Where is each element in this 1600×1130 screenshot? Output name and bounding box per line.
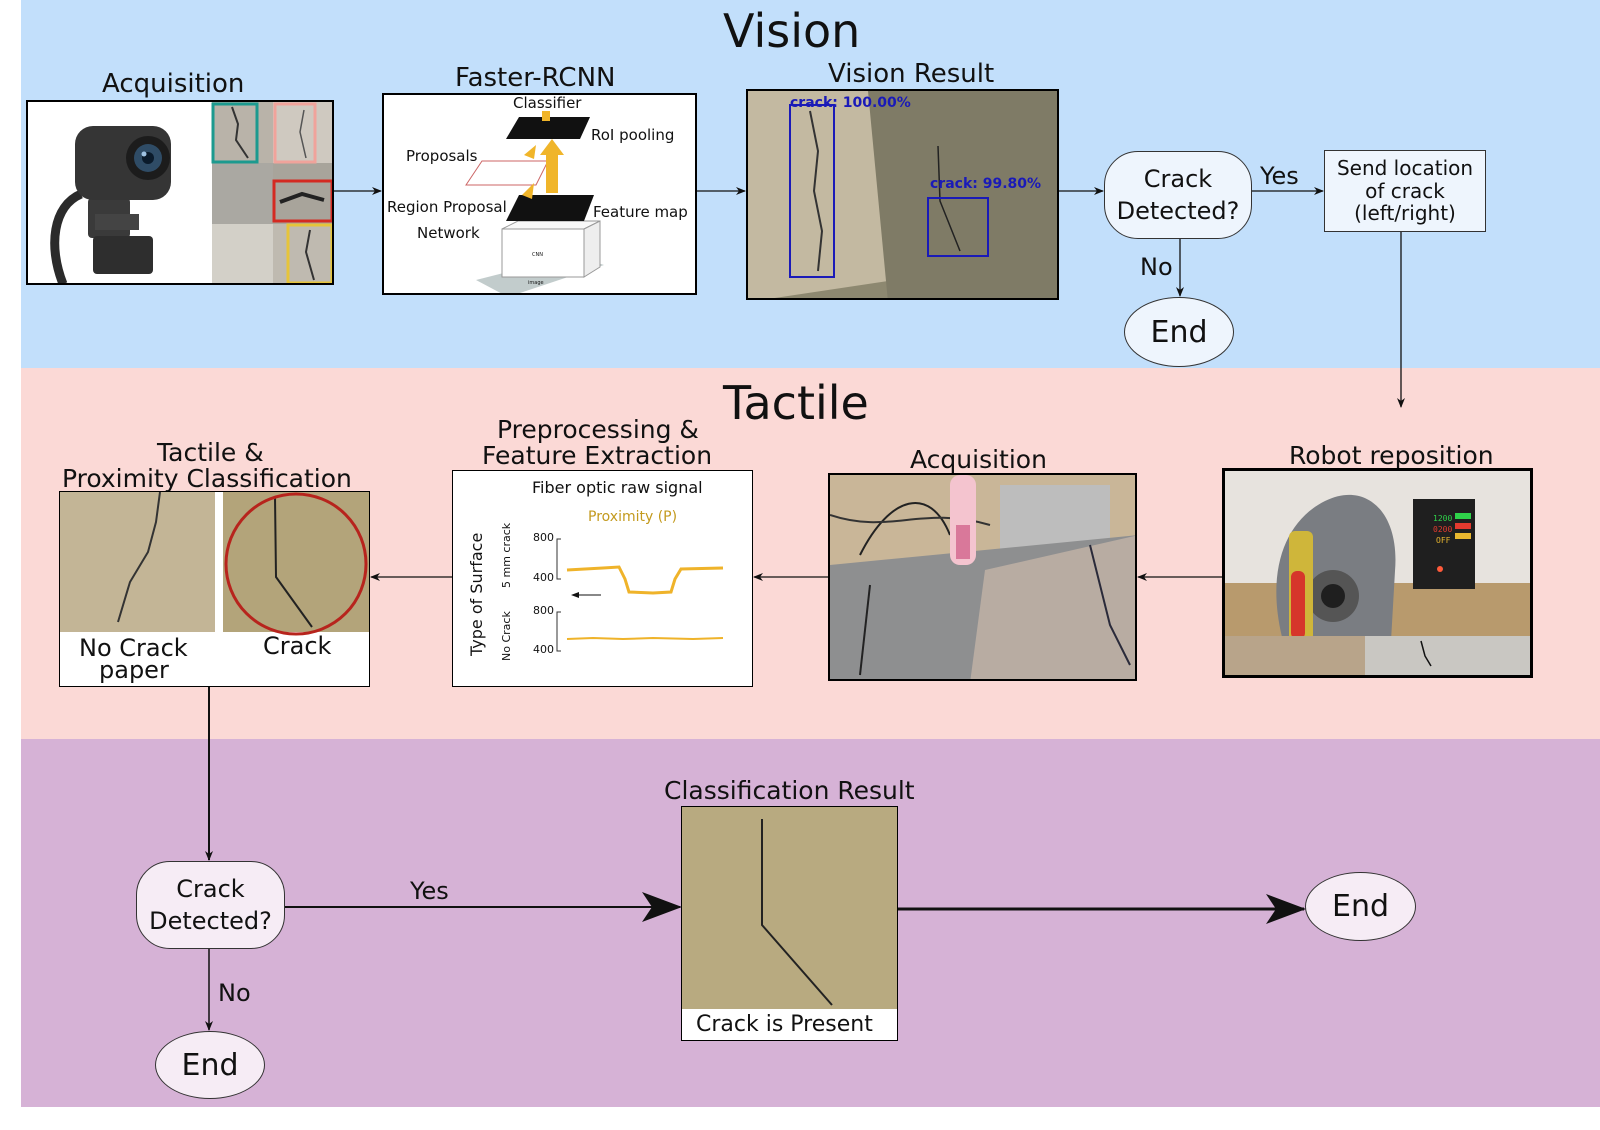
vision-decision-line2: Detected?	[1116, 197, 1240, 225]
faster-rcnn-box: Classifier RoI pooling Proposals Region …	[382, 93, 697, 295]
cnn-label: CNN	[532, 252, 543, 258]
signal-trace-crack	[566, 565, 724, 595]
vision-no-label: No	[1140, 253, 1173, 281]
tactile-no-label: No	[218, 979, 251, 1007]
classification-label-1: Tactile &	[157, 438, 264, 467]
send-line3: (left/right)	[1354, 201, 1456, 226]
vision-title: Vision	[723, 4, 861, 58]
tactile-decision-node: Crack Detected?	[136, 861, 285, 949]
plot-title: Fiber optic raw signal	[532, 478, 703, 497]
acquisition-box	[26, 100, 334, 285]
result-end-bottom: End	[155, 1031, 265, 1099]
send-line2: of crack	[1365, 178, 1445, 203]
robot-reposition-image: 1200 0200 OFF	[1222, 468, 1533, 678]
power-supply-amps: 0200	[1433, 525, 1453, 534]
signal-trace-no-crack	[566, 636, 724, 641]
tick-400-top: 400	[533, 571, 554, 584]
plot-legend: Proximity (P)	[588, 509, 678, 525]
vision-yes-label: Yes	[1260, 162, 1299, 190]
tactile-title: Tactile	[723, 376, 869, 430]
vision-result-image: crack: 100.00% crack: 99.80%	[746, 89, 1059, 300]
tick-800-bottom: 800	[533, 604, 554, 617]
vision-decision-line1: Crack	[1143, 164, 1213, 193]
preprocessing-label-2: Feature Extraction	[482, 441, 713, 470]
image-label: image	[528, 280, 544, 286]
region-proposal-network-label: Network	[417, 224, 480, 242]
no-crack-label-2: paper	[99, 656, 169, 684]
detection-label-1: crack: 100.00%	[790, 95, 911, 111]
tactile-acquisition-image	[828, 473, 1137, 681]
classification-label-2: Proximity Classification	[62, 464, 352, 493]
detection-label-2: crack: 99.80%	[930, 176, 1042, 192]
send-location-node: Send location of crack (left/right)	[1324, 150, 1486, 232]
vision-end-node: End	[1124, 297, 1234, 367]
crack-sample-grid	[211, 102, 332, 283]
roi-pooling-label: RoI pooling	[591, 126, 675, 144]
result-end-bottom-label: End	[181, 1047, 239, 1083]
result-end-right: End	[1305, 872, 1416, 941]
result-end-right-label: End	[1331, 889, 1389, 924]
feature-map-label: Feature map	[593, 203, 688, 221]
classification-box: No Crack paper Crack	[59, 491, 370, 687]
faster-rcnn-label: Faster-RCNN	[455, 63, 616, 93]
region-proposal-label: Region Proposal	[387, 198, 507, 216]
proposals-label: Proposals	[406, 147, 478, 165]
vision-decision-node: Crack Detected?	[1104, 151, 1252, 239]
tick-800-top: 800	[533, 531, 554, 544]
classification-result-box: Crack is Present	[681, 806, 898, 1041]
tactile-decision-line2: Detected?	[149, 907, 272, 935]
tactile-decision-line1: Crack	[176, 874, 245, 903]
acquisition-label: Acquisition	[102, 69, 245, 99]
send-line1: Send location	[1336, 156, 1474, 181]
power-supply-state: OFF	[1436, 536, 1451, 545]
tactile-acquisition-label: Acquisition	[910, 445, 1047, 474]
classifier-label: Classifier	[513, 94, 582, 112]
power-supply-volts: 1200	[1433, 514, 1453, 523]
no-crack-label-1: No Crack	[79, 634, 188, 662]
webcam-icon	[50, 126, 171, 283]
tick-400-bottom: 400	[533, 643, 554, 656]
vision-end-label: End	[1150, 314, 1208, 350]
vision-result-label: Vision Result	[828, 59, 995, 89]
crack-present-label: Crack is Present	[696, 1012, 873, 1037]
signal-plot-box: Fiber optic raw signal Proximity (P) Typ…	[452, 470, 753, 687]
robot-reposition-label: Robot reposition	[1289, 441, 1494, 470]
crack-label: Crack	[263, 632, 332, 660]
tactile-yes-label: Yes	[410, 877, 449, 905]
classification-result-label: Classification Result	[664, 776, 915, 805]
preprocessing-label-1: Preprocessing &	[497, 415, 699, 444]
